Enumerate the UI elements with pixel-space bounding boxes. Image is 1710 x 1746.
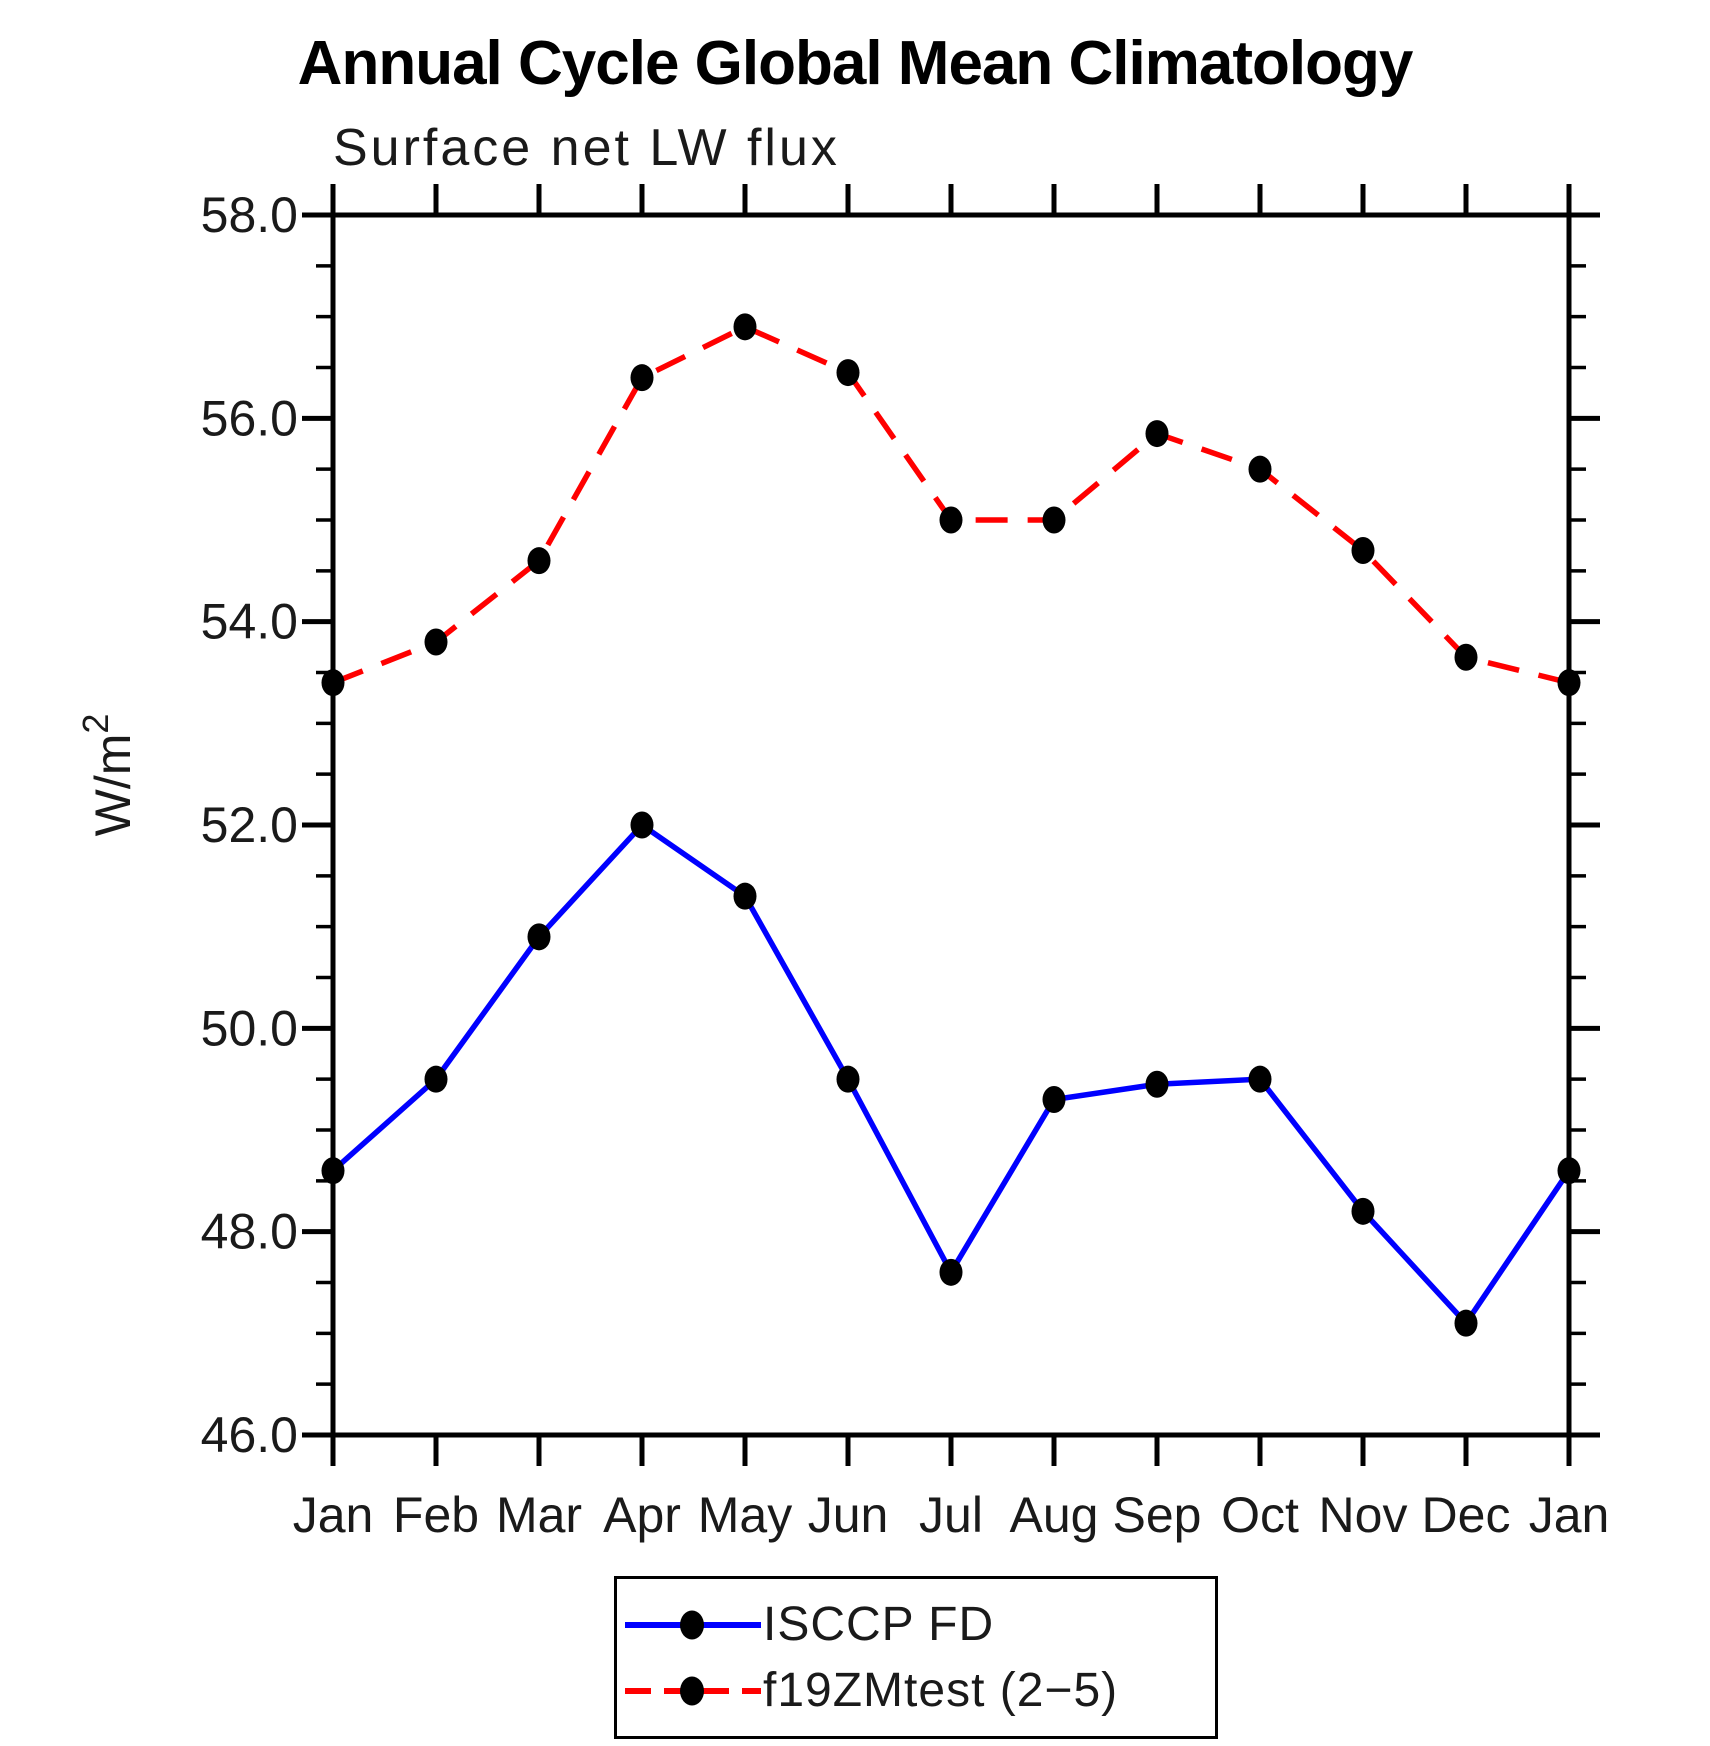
plot-border	[330, 212, 1572, 1438]
data-point-marker	[424, 1065, 448, 1093]
y-axis-label: W/m2	[75, 714, 141, 837]
x-tick-label: May	[698, 1487, 792, 1543]
legend: ISCCP FD f19ZMtest (2−5)	[614, 1576, 1218, 1739]
x-tick-label: Jul	[919, 1487, 983, 1543]
data-point-marker	[1454, 1309, 1478, 1337]
data-point-marker	[1351, 537, 1375, 564]
x-tick-label: Mar	[496, 1487, 582, 1543]
y-tick-label: 54.0	[201, 594, 298, 650]
data-point-marker	[836, 359, 860, 387]
y-axis-tick-labels: 46.0 48.0 50.0 52.0 54.0 56.0 58.0	[201, 187, 298, 1463]
data-point-marker	[939, 506, 963, 534]
data-point-marker	[1145, 420, 1169, 448]
data-point-marker	[1351, 1197, 1375, 1225]
x-axis-tick-labels: Jan Feb Mar Apr May Jun Jul Aug Sep Oct Nov Dec Jan	[293, 1487, 1610, 1543]
data-point-marker	[321, 1157, 345, 1185]
legend-marker-icon	[680, 1610, 704, 1640]
x-tick-label: Feb	[393, 1487, 479, 1543]
legend-sample-solid-line	[625, 1610, 761, 1640]
data-point-marker	[527, 923, 551, 951]
chart-subtitle: Surface net LW flux	[333, 119, 840, 177]
x-tick-label: Jun	[808, 1487, 889, 1543]
legend-label: ISCCP FD	[763, 1597, 995, 1651]
legend-label: f19ZMtest (2−5)	[763, 1663, 1119, 1717]
y-tick-label: 50.0	[201, 1000, 298, 1056]
x-tick-label: Nov	[1319, 1487, 1408, 1543]
data-point-marker	[1454, 643, 1478, 671]
data-point-marker	[1557, 669, 1581, 697]
y-tick-label: 52.0	[201, 797, 298, 853]
data-point-marker	[630, 364, 654, 392]
data-point-marker	[1557, 1157, 1581, 1185]
data-point-marker	[630, 811, 654, 839]
legend-sample-dashed-line	[625, 1676, 761, 1706]
y-tick-label: 56.0	[201, 390, 298, 446]
data-point-marker	[733, 882, 757, 910]
x-tick-label: Sep	[1113, 1487, 1202, 1543]
data-point-marker	[939, 1258, 963, 1286]
data-point-marker	[1248, 1065, 1272, 1093]
chart-title: Annual Cycle Global Mean Climatology	[297, 29, 1414, 98]
x-tick-label: Jan	[1529, 1487, 1610, 1543]
axis-ticks	[302, 184, 1600, 1466]
series-line-dashed	[331, 323, 1570, 686]
data-point-marker	[1042, 506, 1066, 534]
x-tick-label: Dec	[1422, 1487, 1511, 1543]
data-point-marker	[836, 1065, 860, 1093]
data-point-marker	[321, 669, 345, 697]
y-tick-label: 48.0	[201, 1204, 298, 1260]
data-point-marker	[424, 628, 448, 656]
data-point-marker	[733, 313, 757, 341]
series-line-solid	[331, 821, 1572, 1328]
data-point-marker	[527, 547, 551, 575]
y-tick-label: 46.0	[201, 1407, 298, 1463]
legend-entry-f19zmtest: f19ZMtest (2−5)	[617, 1657, 1215, 1723]
y-tick-label: 58.0	[201, 187, 298, 243]
data-point-marker	[1248, 455, 1272, 483]
data-point-marker	[1145, 1070, 1169, 1098]
legend-entry-isccp: ISCCP FD	[617, 1591, 1215, 1657]
x-tick-label: Oct	[1221, 1487, 1299, 1543]
legend-marker-icon	[680, 1676, 704, 1706]
x-tick-label: Aug	[1010, 1487, 1099, 1543]
data-point-marker	[1042, 1086, 1066, 1113]
x-tick-label: Apr	[603, 1487, 681, 1543]
x-tick-label: Jan	[293, 1487, 374, 1543]
data-series	[321, 313, 1581, 1337]
